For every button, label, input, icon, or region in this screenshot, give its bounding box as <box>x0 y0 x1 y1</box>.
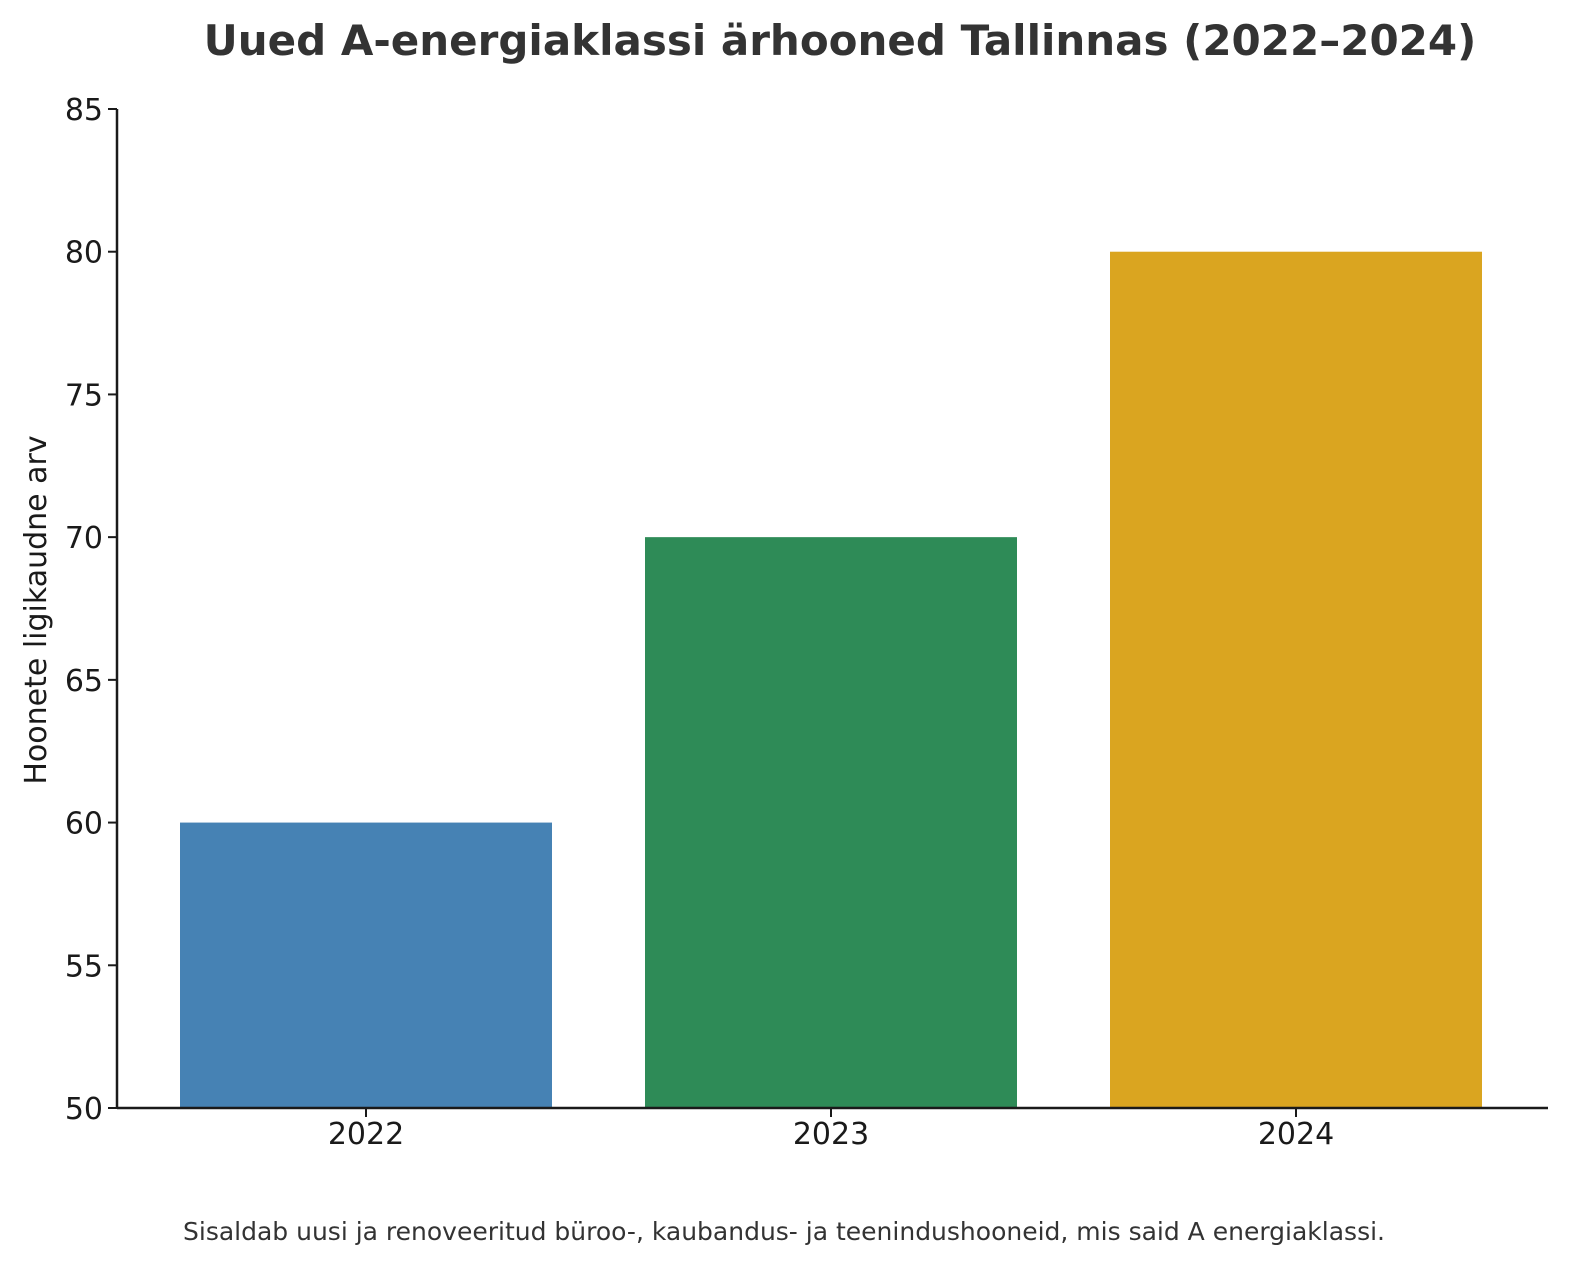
x-tick-label: 2024 <box>1258 1117 1334 1152</box>
y-tick-label: 50 <box>65 1092 103 1127</box>
y-axis-label: Hoonete ligikaudne arv <box>19 435 54 784</box>
y-tick-label: 60 <box>65 807 103 842</box>
y-tick-label: 85 <box>65 93 103 128</box>
chart-title: Uued A-energiaklassi ärhooned Tallinnas … <box>204 16 1477 65</box>
y-tick-label: 55 <box>65 949 103 984</box>
y-tick-label: 80 <box>65 236 103 271</box>
bar-2024 <box>1110 251 1482 1108</box>
y-tick-label: 75 <box>65 378 103 413</box>
chart-footnote: Sisaldab uusi ja renoveeritud büroo-, ka… <box>183 1217 1385 1246</box>
x-tick-label: 2023 <box>793 1117 869 1152</box>
x-tick-label: 2022 <box>328 1117 404 1152</box>
y-tick-label: 65 <box>65 664 103 699</box>
plot-area: 50 55 60 65 70 75 80 85 2022 2023 2024 <box>65 93 1548 1152</box>
bar-2023 <box>645 537 1017 1108</box>
y-tick-label: 70 <box>65 521 103 556</box>
bar-2022 <box>180 822 552 1108</box>
